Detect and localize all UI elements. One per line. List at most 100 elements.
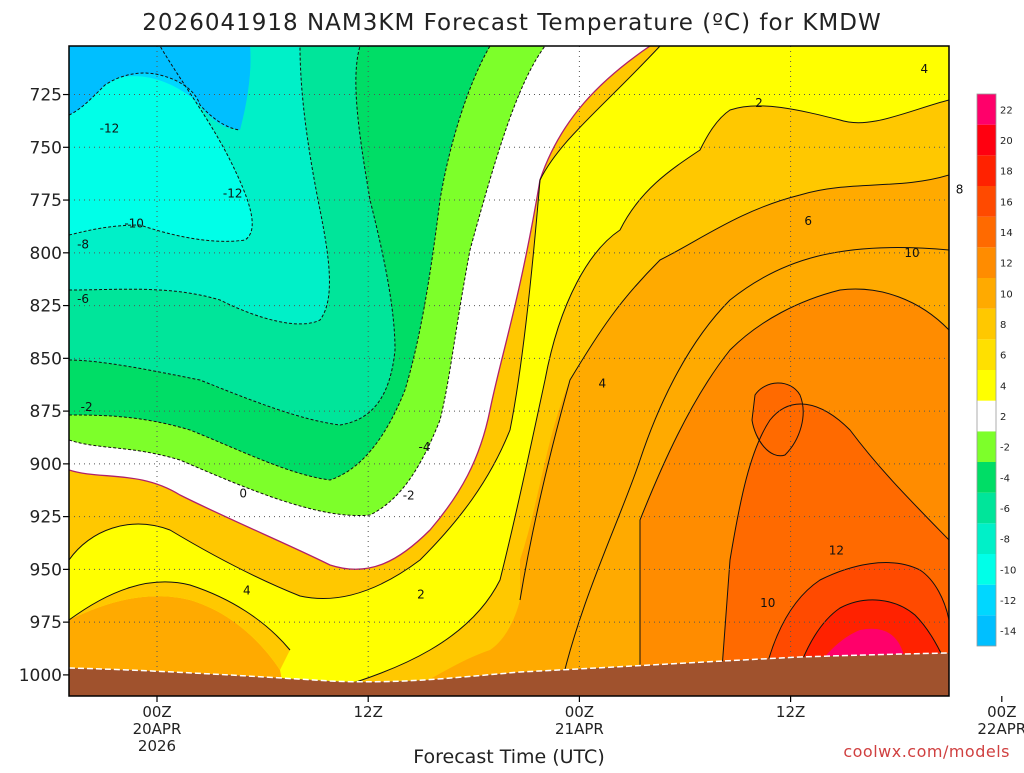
band-white (69, 46, 650, 570)
contour-label: 2 (755, 96, 763, 110)
colorbar-swatch (977, 431, 996, 462)
contour-dashed-neg-8 (69, 46, 330, 325)
colorbar-label: 2 (1000, 412, 1006, 423)
band-orange-left-2 (69, 581, 290, 670)
grid (69, 46, 949, 696)
colorbar-label: 4 (1000, 381, 1006, 392)
y-tick-label: 750 (30, 138, 62, 158)
colorbar-swatch (977, 400, 996, 432)
colorbar-label: -2 (1000, 443, 1010, 454)
contour-dashed-neg-6 (69, 46, 396, 426)
colorbar-swatch (977, 94, 996, 125)
y-tick-label: 950 (30, 560, 62, 580)
x-tick-label: 2026 (138, 737, 176, 755)
chart-title: 2026041918 NAM3KM Forecast Temperature (… (142, 10, 881, 36)
colorbar-swatch (977, 615, 996, 646)
colorbar-swatch (977, 124, 996, 156)
ground-edge (68, 652, 950, 683)
contour-label: 6 (804, 214, 812, 228)
contour-label: 8 (956, 183, 964, 197)
contour-labels: -12 -12 -10 -8 -6 -2 0 -4 -2 2 4 4 2 4 6 8 10 12 10 (77, 62, 964, 610)
contour-2 (69, 46, 661, 600)
colorbar-label: -10 (1000, 565, 1016, 576)
colorbar-swatch (977, 523, 996, 554)
colorbar-label: -6 (1000, 504, 1010, 515)
colorbar-swatch (977, 370, 996, 401)
band-green (69, 46, 545, 516)
band-cyan-8 (69, 46, 330, 324)
x-tick-label: 12Z (776, 703, 805, 721)
colorbar-swatch (977, 278, 996, 309)
colorbar-label: 22 (1000, 105, 1013, 116)
contour-label: 12 (829, 543, 844, 557)
contour-6 (519, 174, 949, 601)
colorbar-label: 16 (1000, 197, 1013, 208)
contour-dashed-neg (69, 72, 241, 131)
contour-label: -8 (77, 237, 89, 251)
band-yellow-top (700, 46, 949, 150)
plot-area (69, 46, 949, 696)
y-tick-label: 775 (30, 191, 62, 211)
contour-label: -4 (419, 440, 431, 454)
colorbar-swatch (977, 462, 996, 493)
y-tick-label: 1000 (19, 666, 62, 686)
colorbar-swatch (977, 186, 996, 217)
colorbar-label: -4 (1000, 473, 1010, 484)
contour-label: -10 (124, 216, 144, 230)
contour-label: 2 (417, 588, 425, 602)
credit-text: coolwx.com/models (843, 742, 1010, 761)
contour-label: -2 (81, 400, 93, 414)
colorbar-swatch (977, 247, 996, 278)
y-tick-label: 975 (30, 613, 62, 633)
x-tick-label: 00Z (142, 703, 171, 721)
colorbar-label: 20 (1000, 136, 1013, 147)
contour-4 (69, 99, 949, 691)
y-tick-label: 900 (30, 455, 62, 475)
band-orange-mid (400, 600, 520, 696)
colorbar-label: 12 (1000, 259, 1013, 270)
x-tick-label: 20APR (133, 720, 182, 738)
colorbar-swatch (977, 308, 996, 340)
colorbar-swatch (977, 584, 996, 616)
contour-hotspot (751, 382, 804, 457)
colorbar-label: 18 (1000, 167, 1013, 178)
colorbar-label: 14 (1000, 228, 1013, 239)
plot-frame (68, 45, 950, 697)
colorbar-label: -8 (1000, 535, 1010, 546)
x-tick-label: 00Z (987, 703, 1016, 721)
colorbar-label: 8 (1000, 320, 1006, 331)
colorbar-swatch (977, 155, 996, 186)
contour-label: 4 (921, 62, 929, 76)
x-tick-label: 12Z (354, 703, 383, 721)
contour-label: 0 (239, 486, 247, 500)
x-axis-label: Forecast Time (UTC) (413, 746, 604, 768)
colorbar-label: 6 (1000, 351, 1006, 362)
contour-14 (759, 562, 949, 696)
y-axis: 725 750 775 800 825 850 875 900 925 950 975 1000 (19, 86, 69, 686)
contour-label: -12 (100, 121, 120, 135)
band-green-4 (69, 46, 490, 480)
colorbar-swatch (977, 492, 996, 524)
x-tick-label: 00Z (565, 703, 594, 721)
contour-label: 10 (904, 246, 919, 260)
colorbar-swatch (977, 554, 996, 585)
y-tick-label: 850 (30, 349, 62, 369)
colorbar: -14 -12 -10 -8 -6 -4 -2 2 4 6 8 10 12 14 16 18 20 22 (976, 93, 1016, 647)
ground-surface (69, 653, 949, 696)
contour-label: -12 (223, 187, 243, 201)
contour-label: -2 (403, 489, 415, 503)
colorbar-label: 10 (1000, 289, 1013, 300)
contour-dashed-neg-2 (69, 46, 546, 517)
y-tick-label: 875 (30, 402, 62, 422)
colorbar-label: -12 (1000, 596, 1016, 607)
x-tick-label: 22APR (977, 720, 1024, 738)
contour-label: 4 (598, 377, 606, 391)
contour-label: -6 (77, 292, 89, 306)
y-tick-label: 925 (30, 508, 62, 528)
contour-8 (559, 246, 949, 691)
y-tick-label: 725 (30, 86, 62, 106)
contour-label: 10 (760, 596, 775, 610)
